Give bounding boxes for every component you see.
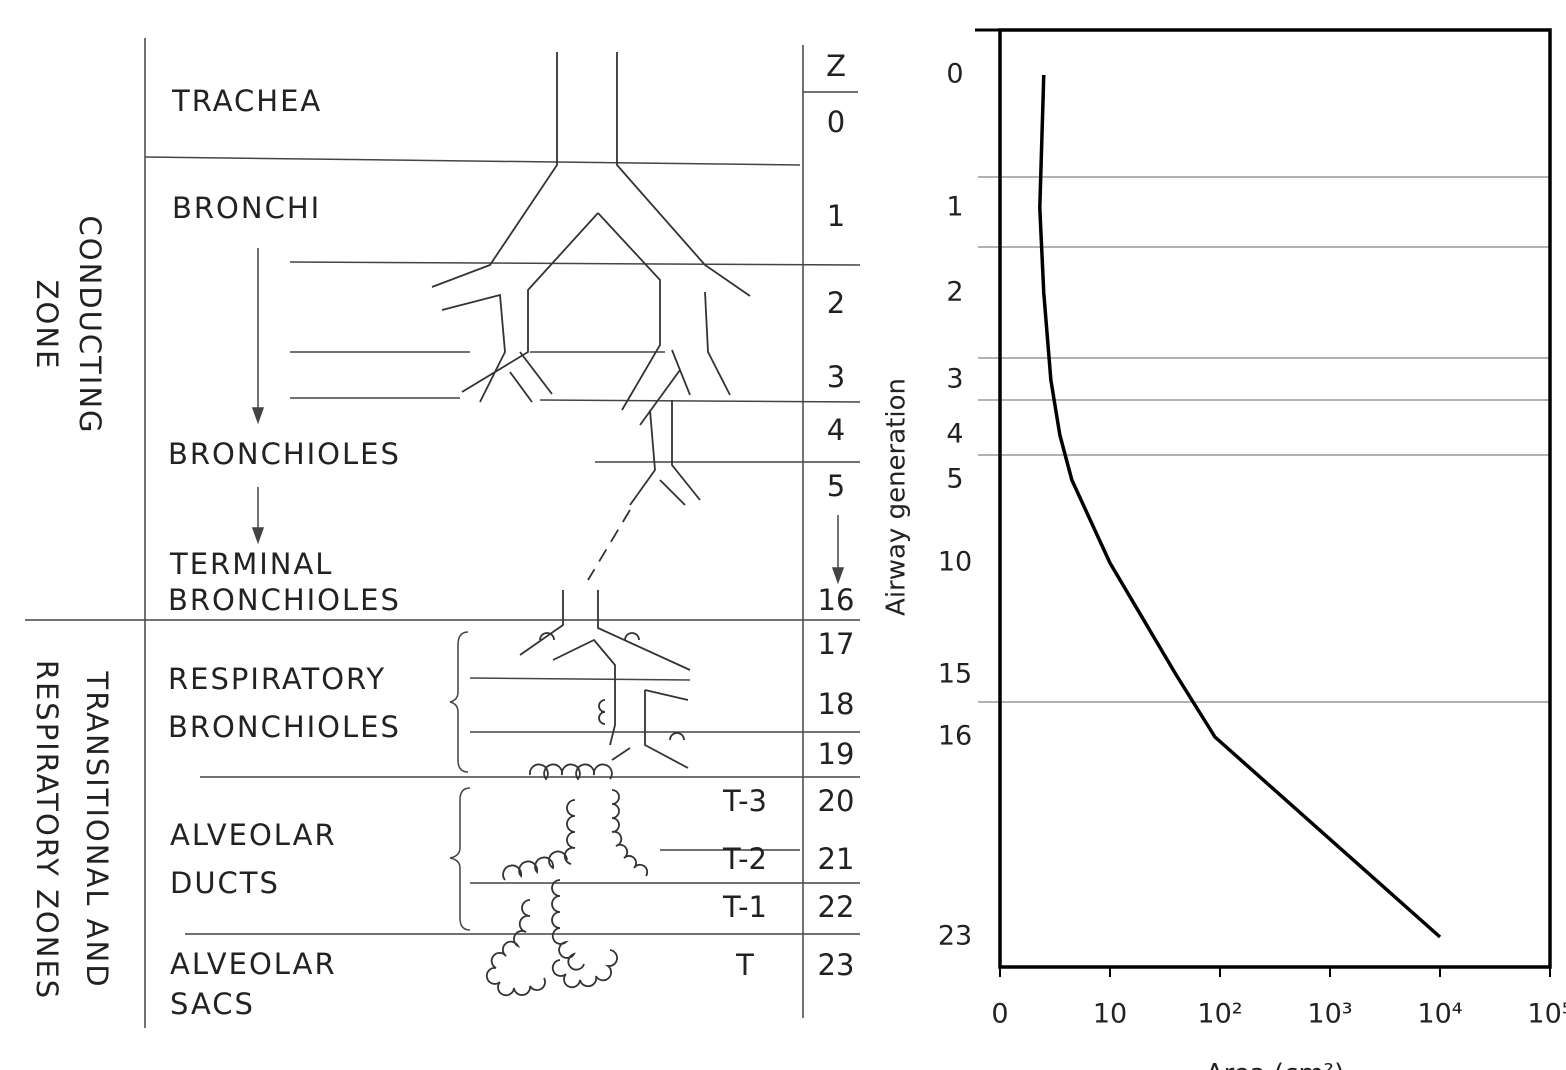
airway-label: BRONCHIOLES [168,710,401,744]
terminal-label: T-1 [722,890,767,924]
generation-number: 20 [818,784,855,818]
arrows [251,248,845,931]
airway-label: TRACHEA [171,84,322,118]
level-lines [978,176,1550,703]
x-axis-label: Area (cm²) [1206,1059,1344,1070]
terminal-label: T-3 [722,784,767,818]
x-tick-label: 10² [1197,999,1242,1030]
terminal-label: T [735,948,754,982]
generation-number: 4 [827,413,845,447]
zone-label: CONDUCTING [73,215,107,434]
generation-number: 22 [818,890,855,924]
airway-label: ALVEOLAR [170,818,337,852]
airway-label: TERMINAL [169,547,333,581]
divider [144,156,801,166]
generation-number: 18 [818,687,855,721]
x-tick-label: 10 [1093,999,1127,1030]
plot-frame [998,28,1552,969]
y-axis-label: Airway generation [882,378,912,616]
generation-number: 17 [818,627,855,661]
airway-label: RESPIRATORY [168,662,386,696]
airway-label: BRONCHIOLES [168,437,401,471]
zone-label: ZONE [30,280,64,371]
airway-label: SACS [170,987,255,1021]
y-tick-label: 23 [938,921,972,952]
generation-number: 21 [818,842,855,876]
y-tick-label: 1 [946,192,963,223]
generation-number: 5 [827,469,845,503]
generation-number: 16 [818,583,855,617]
area-curve [1038,74,1442,939]
level-lines [185,261,861,935]
x-tick-label: 10⁴ [1417,999,1462,1030]
diagram: CONDUCTING ZONE TRANSITIONAL AND RESPIRA… [25,38,861,1028]
x-tick-label: 0 [991,999,1008,1030]
airway-label: DUCTS [170,866,280,900]
y-tick-label: 15 [938,659,972,690]
airway-label: BRONCHIOLES [168,583,401,617]
plot-area: 01010²10³10⁴10⁵01234510151623 [938,59,1566,1030]
y-tick-label: 10 [938,547,972,578]
terminal-label: T-2 [722,842,767,876]
y-tick-label: 2 [946,277,963,308]
alveoli [485,632,685,997]
generation-number: 23 [818,948,855,982]
column-header: Z [826,49,846,83]
chart: Airway generation Area (cm²) 01010²10³10… [882,28,1566,1070]
y-tick-label: 4 [946,419,963,450]
y-tick-label: 3 [946,364,963,395]
zone-label: RESPIRATORY ZONES [30,660,64,1000]
airway-label: BRONCHI [172,191,321,225]
generation-number: 3 [827,360,845,394]
generation-number: 1 [827,199,845,233]
airway-tree [431,52,751,769]
generation-number: 19 [818,737,855,771]
y-tick-label: 16 [938,721,972,752]
generation-number: 0 [827,105,845,139]
y-tick-label: 0 [946,59,963,90]
airway-label: ALVEOLAR [170,947,337,981]
generation-number: 2 [827,286,845,320]
y-tick-label: 5 [946,464,963,495]
x-tick-label: 10⁵ [1527,999,1566,1030]
x-tick-label: 10³ [1307,999,1352,1030]
airway-labels: TRACHEABRONCHIBRONCHIOLESTERMINALBRONCHI… [168,84,401,1021]
zone-label: TRANSITIONAL AND [80,670,114,988]
